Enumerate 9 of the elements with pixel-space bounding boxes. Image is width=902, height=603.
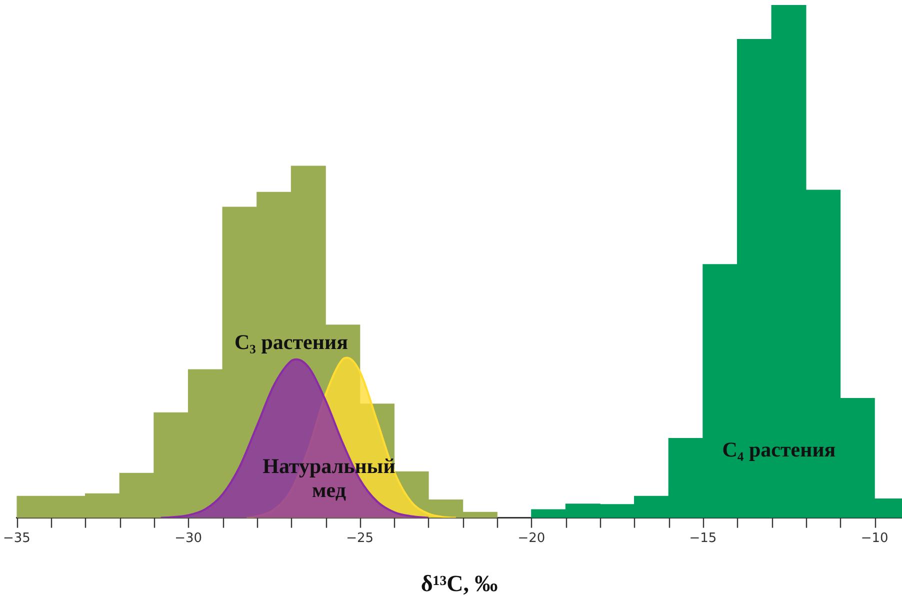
x-tick-label: −35 (3, 530, 30, 546)
x-tick-label: −25 (346, 530, 374, 546)
x-tick-label: −10 (860, 530, 888, 546)
annotation: C₄ растения (722, 438, 836, 462)
annotation: C₃ растения (234, 330, 348, 354)
x-tick-label: −15 (689, 530, 717, 546)
x-axis-title: δ¹³C, ‰ (420, 571, 498, 596)
x-tick-label: −20 (518, 530, 546, 546)
x-tick-label: −30 (174, 530, 202, 546)
